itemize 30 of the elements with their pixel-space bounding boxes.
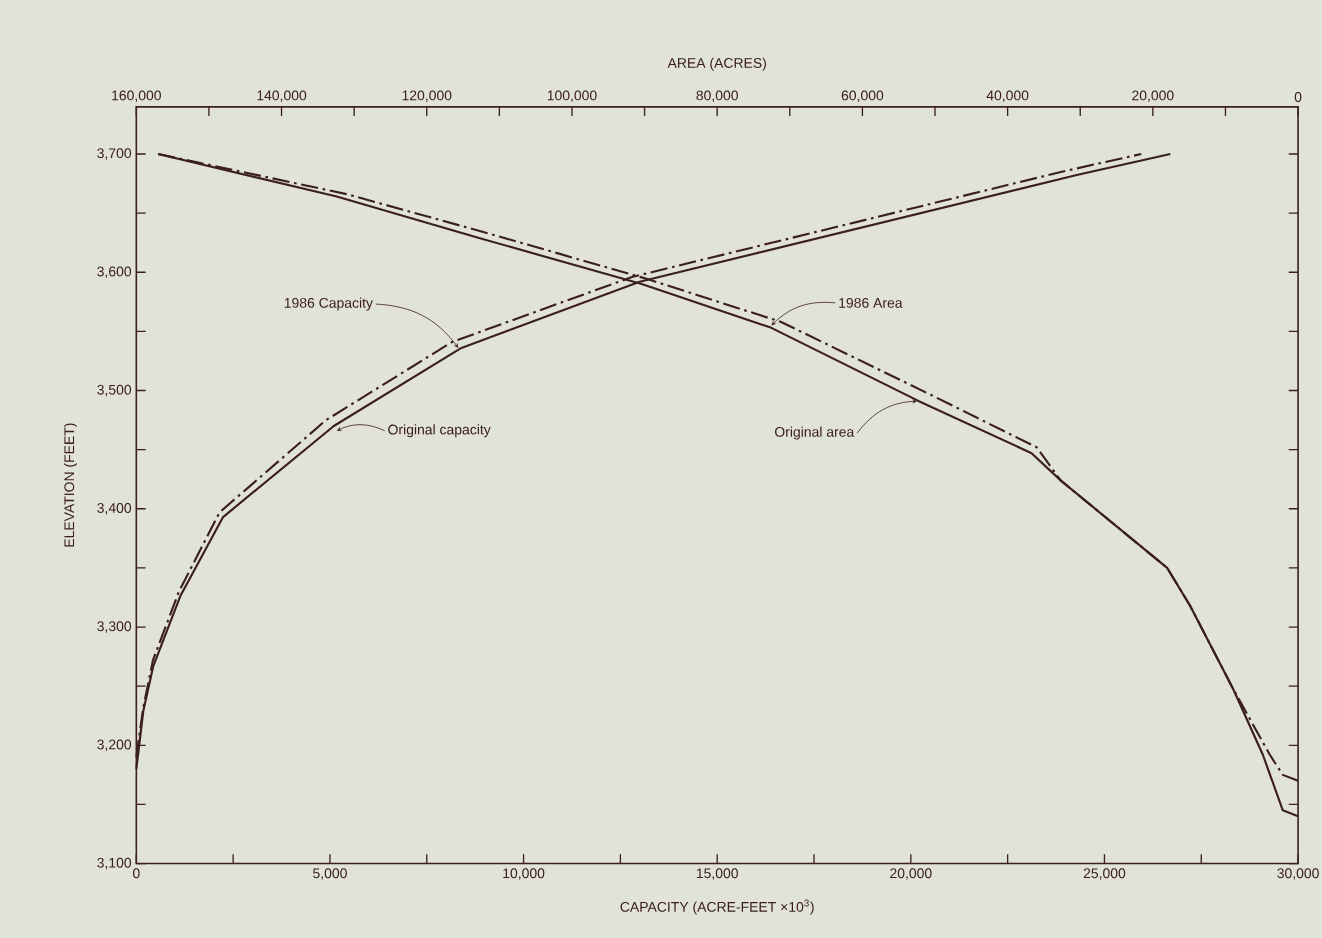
x2-tick-label: 140,000 bbox=[257, 90, 307, 102]
x2-tick-label: 80,000 bbox=[696, 90, 738, 102]
x2-tick-label: 120,000 bbox=[402, 90, 452, 102]
x-axis-title: CAPACITY (ACRE-FEET ×10$^{3}$) bbox=[620, 899, 814, 915]
x2-tick-label: 20,000 bbox=[1132, 90, 1174, 102]
annotation: Original area bbox=[775, 426, 855, 440]
y-tick-label: 3,400 bbox=[97, 502, 132, 515]
x-tick-label: 30,000 bbox=[1277, 868, 1319, 880]
x-tick-label: 15,000 bbox=[696, 868, 738, 880]
x-tick-label: 10,000 bbox=[503, 868, 545, 880]
y-tick-label: 3,500 bbox=[97, 384, 132, 397]
y-tick-label: 3,100 bbox=[97, 857, 132, 870]
y-axis-title: ELEVATION (FEET) bbox=[63, 423, 77, 547]
x-tick-label: 0 bbox=[132, 868, 140, 878]
y-tick-label: 3,300 bbox=[97, 621, 132, 633]
x-tick-label: 20,000 bbox=[890, 868, 932, 880]
x2-tick-label: 0 bbox=[1294, 91, 1302, 102]
annotation: 1986 Area bbox=[839, 297, 903, 308]
x-tick-label: 5,000 bbox=[313, 868, 347, 880]
x2-axis-title: AREA (ACRES) bbox=[667, 57, 766, 71]
x2-tick-label: 40,000 bbox=[986, 90, 1029, 102]
annotation: 1986 Capacity bbox=[284, 297, 373, 311]
y-tick-label: 3,200 bbox=[97, 739, 132, 751]
y-tick-label: 3,700 bbox=[97, 148, 132, 160]
y-tick-label: 3,600 bbox=[97, 266, 132, 278]
annotation: Original capacity bbox=[388, 424, 491, 438]
x-tick-label: 25,000 bbox=[1083, 868, 1126, 880]
x2-tick-label: 160,000 bbox=[112, 90, 161, 102]
x2-tick-label: 60,000 bbox=[841, 90, 884, 102]
x2-tick-label: 100,000 bbox=[547, 90, 597, 102]
